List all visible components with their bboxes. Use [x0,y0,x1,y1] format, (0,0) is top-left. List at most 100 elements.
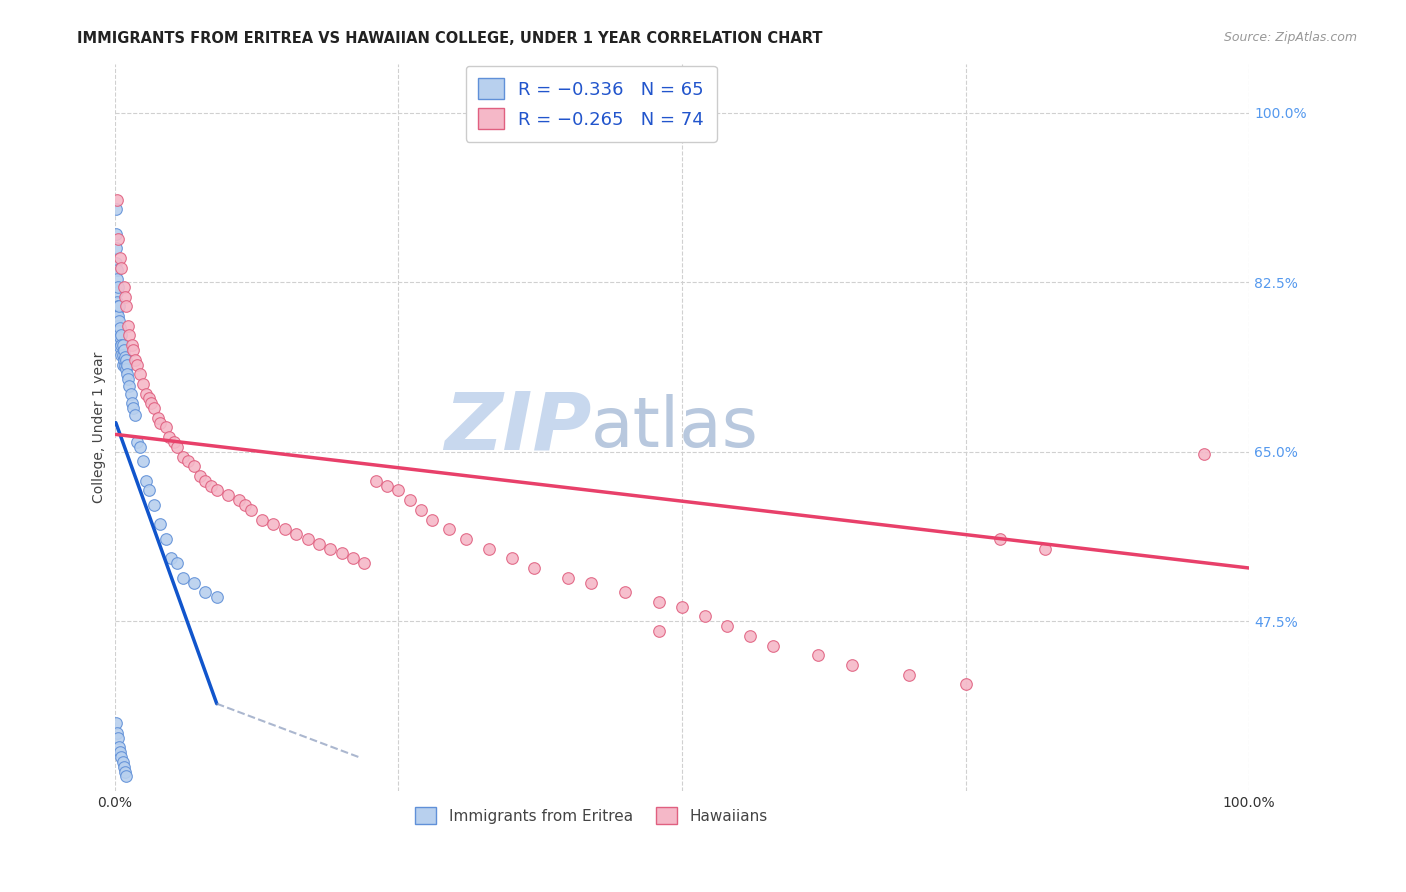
Point [420,512,443,526]
Text: ZIP: ZIP [444,389,591,467]
Point [114,350,136,364]
Point [146,410,169,425]
Point [308,537,330,551]
Point [110,328,132,343]
Point [108,333,131,347]
Point [114,359,136,374]
Point [105,262,128,277]
Point [166,556,188,570]
Point [127,358,149,372]
Point [250,512,273,526]
Point [107,309,129,323]
Point [149,517,172,532]
Point [841,657,863,672]
Point [319,541,342,556]
Point [149,416,172,430]
Point [107,318,129,333]
Point [111,755,134,769]
Point [138,392,160,406]
Point [160,551,183,566]
Point [105,294,128,309]
Point [110,348,132,362]
Point [439,522,461,536]
Point [1192,447,1215,461]
Point [177,454,200,468]
Point [111,358,134,372]
Point [110,320,132,334]
Point [107,231,129,245]
Point [105,272,128,286]
Point [807,648,830,663]
Point [342,551,364,566]
Point [897,667,920,681]
Point [398,493,420,508]
Point [105,726,128,740]
Point [104,716,127,731]
Point [205,483,228,498]
Point [108,314,131,328]
Point [112,352,135,367]
Point [297,532,319,546]
Point [115,358,138,372]
Point [128,367,150,381]
Point [456,532,478,546]
Point [955,677,977,691]
Point [330,547,353,561]
Point [114,290,136,304]
Point [112,280,135,294]
Point [409,503,432,517]
Point [118,379,141,393]
Point [172,571,194,585]
Point [501,551,523,566]
Point [114,764,136,779]
Point [104,256,127,270]
Point [523,561,546,575]
Point [132,376,155,391]
Point [155,420,177,434]
Point [217,488,239,502]
Point [115,367,138,381]
Point [132,454,155,468]
Point [124,352,146,367]
Point [387,483,409,498]
Point [183,575,205,590]
Point [172,450,194,464]
Point [138,483,160,498]
Point [135,474,157,488]
Point [117,318,139,333]
Point [194,585,217,599]
Point [117,372,139,386]
Point [648,624,671,638]
Point [110,745,132,759]
Point [108,299,131,313]
Point [139,396,162,410]
Point [135,386,157,401]
Point [105,285,128,299]
Text: Source: ZipAtlas.com: Source: ZipAtlas.com [1223,31,1357,45]
Point [143,401,166,416]
Point [110,340,132,354]
Point [200,478,222,492]
Point [228,493,250,508]
Point [105,193,128,207]
Point [671,599,693,614]
Point [375,478,398,492]
Point [127,435,149,450]
Point [107,328,129,343]
Point [107,280,129,294]
Point [124,408,146,422]
Point [285,527,308,541]
Point [557,571,579,585]
Point [110,260,132,275]
Point [194,474,217,488]
Point [121,396,143,410]
Point [110,338,132,352]
Point [111,348,134,362]
Point [105,304,128,318]
Point [108,740,131,755]
Point [1033,541,1056,556]
Point [988,532,1011,546]
Point [104,227,127,241]
Point [614,585,637,599]
Point [115,362,138,376]
